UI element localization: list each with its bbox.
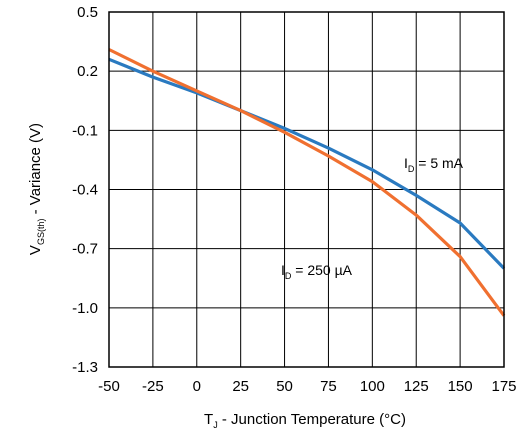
y-tick-labels: 0.5 0.2 -0.1 -0.4 -0.7 -1.0 -1.3 [72, 4, 98, 376]
series-line-250ua [108, 48, 506, 317]
y-axis-label-main: V [27, 245, 44, 255]
y-tick-label: 0.5 [77, 4, 98, 21]
x-tick-label: 50 [276, 378, 293, 395]
x-tick-label: 75 [320, 378, 337, 395]
y-axis-label-sub: GS(th) [36, 219, 46, 246]
x-tick-label: 0 [193, 378, 201, 395]
series-label-5ma: ID = 5 mA [404, 155, 464, 174]
grid [108, 11, 505, 368]
y-tick-label: -0.4 [72, 182, 98, 199]
x-tick-label: 125 [404, 378, 429, 395]
x-tick-label: 25 [232, 378, 249, 395]
y-tick-label: -0.1 [72, 122, 98, 139]
series-label-250ua: ID = 250 µA [281, 262, 353, 281]
x-tick-label: -25 [142, 378, 164, 395]
x-tick-label: 100 [360, 378, 385, 395]
series-lines [108, 48, 506, 317]
series-line-5ma [108, 57, 506, 270]
x-axis-label-main: T [204, 411, 213, 428]
x-tick-label: -50 [98, 378, 120, 395]
x-axis-label-sub: J [213, 420, 218, 430]
series-label-5ma-main: I [404, 155, 408, 171]
series-label-250ua-main: I [281, 262, 285, 278]
y-tick-label: -0.7 [72, 241, 98, 258]
series-label-250ua-sub: D [285, 271, 292, 281]
y-axis-label-rest: - Variance (V) [27, 123, 44, 219]
x-tick-label: 150 [448, 378, 473, 395]
y-tick-label: 0.2 [77, 63, 98, 80]
plot-frame [108, 11, 505, 368]
x-tick-labels: -50 -25 0 25 50 75 100 125 150 175 [98, 378, 516, 395]
series-label-250ua-rest: = 250 µA [291, 262, 352, 278]
x-tick-label: 175 [491, 378, 516, 395]
x-axis-label: TJ - Junction Temperature (°C) [204, 411, 406, 430]
x-axis-label-rest: - Junction Temperature (°C) [218, 411, 406, 428]
series-label-5ma-sub: D [408, 164, 415, 174]
y-axis-label: VGS(th) - Variance (V) [27, 123, 46, 255]
series-label-5ma-rest: = 5 mA [414, 155, 463, 171]
y-tick-label: -1.0 [72, 300, 98, 317]
y-tick-label: -1.3 [72, 359, 98, 376]
